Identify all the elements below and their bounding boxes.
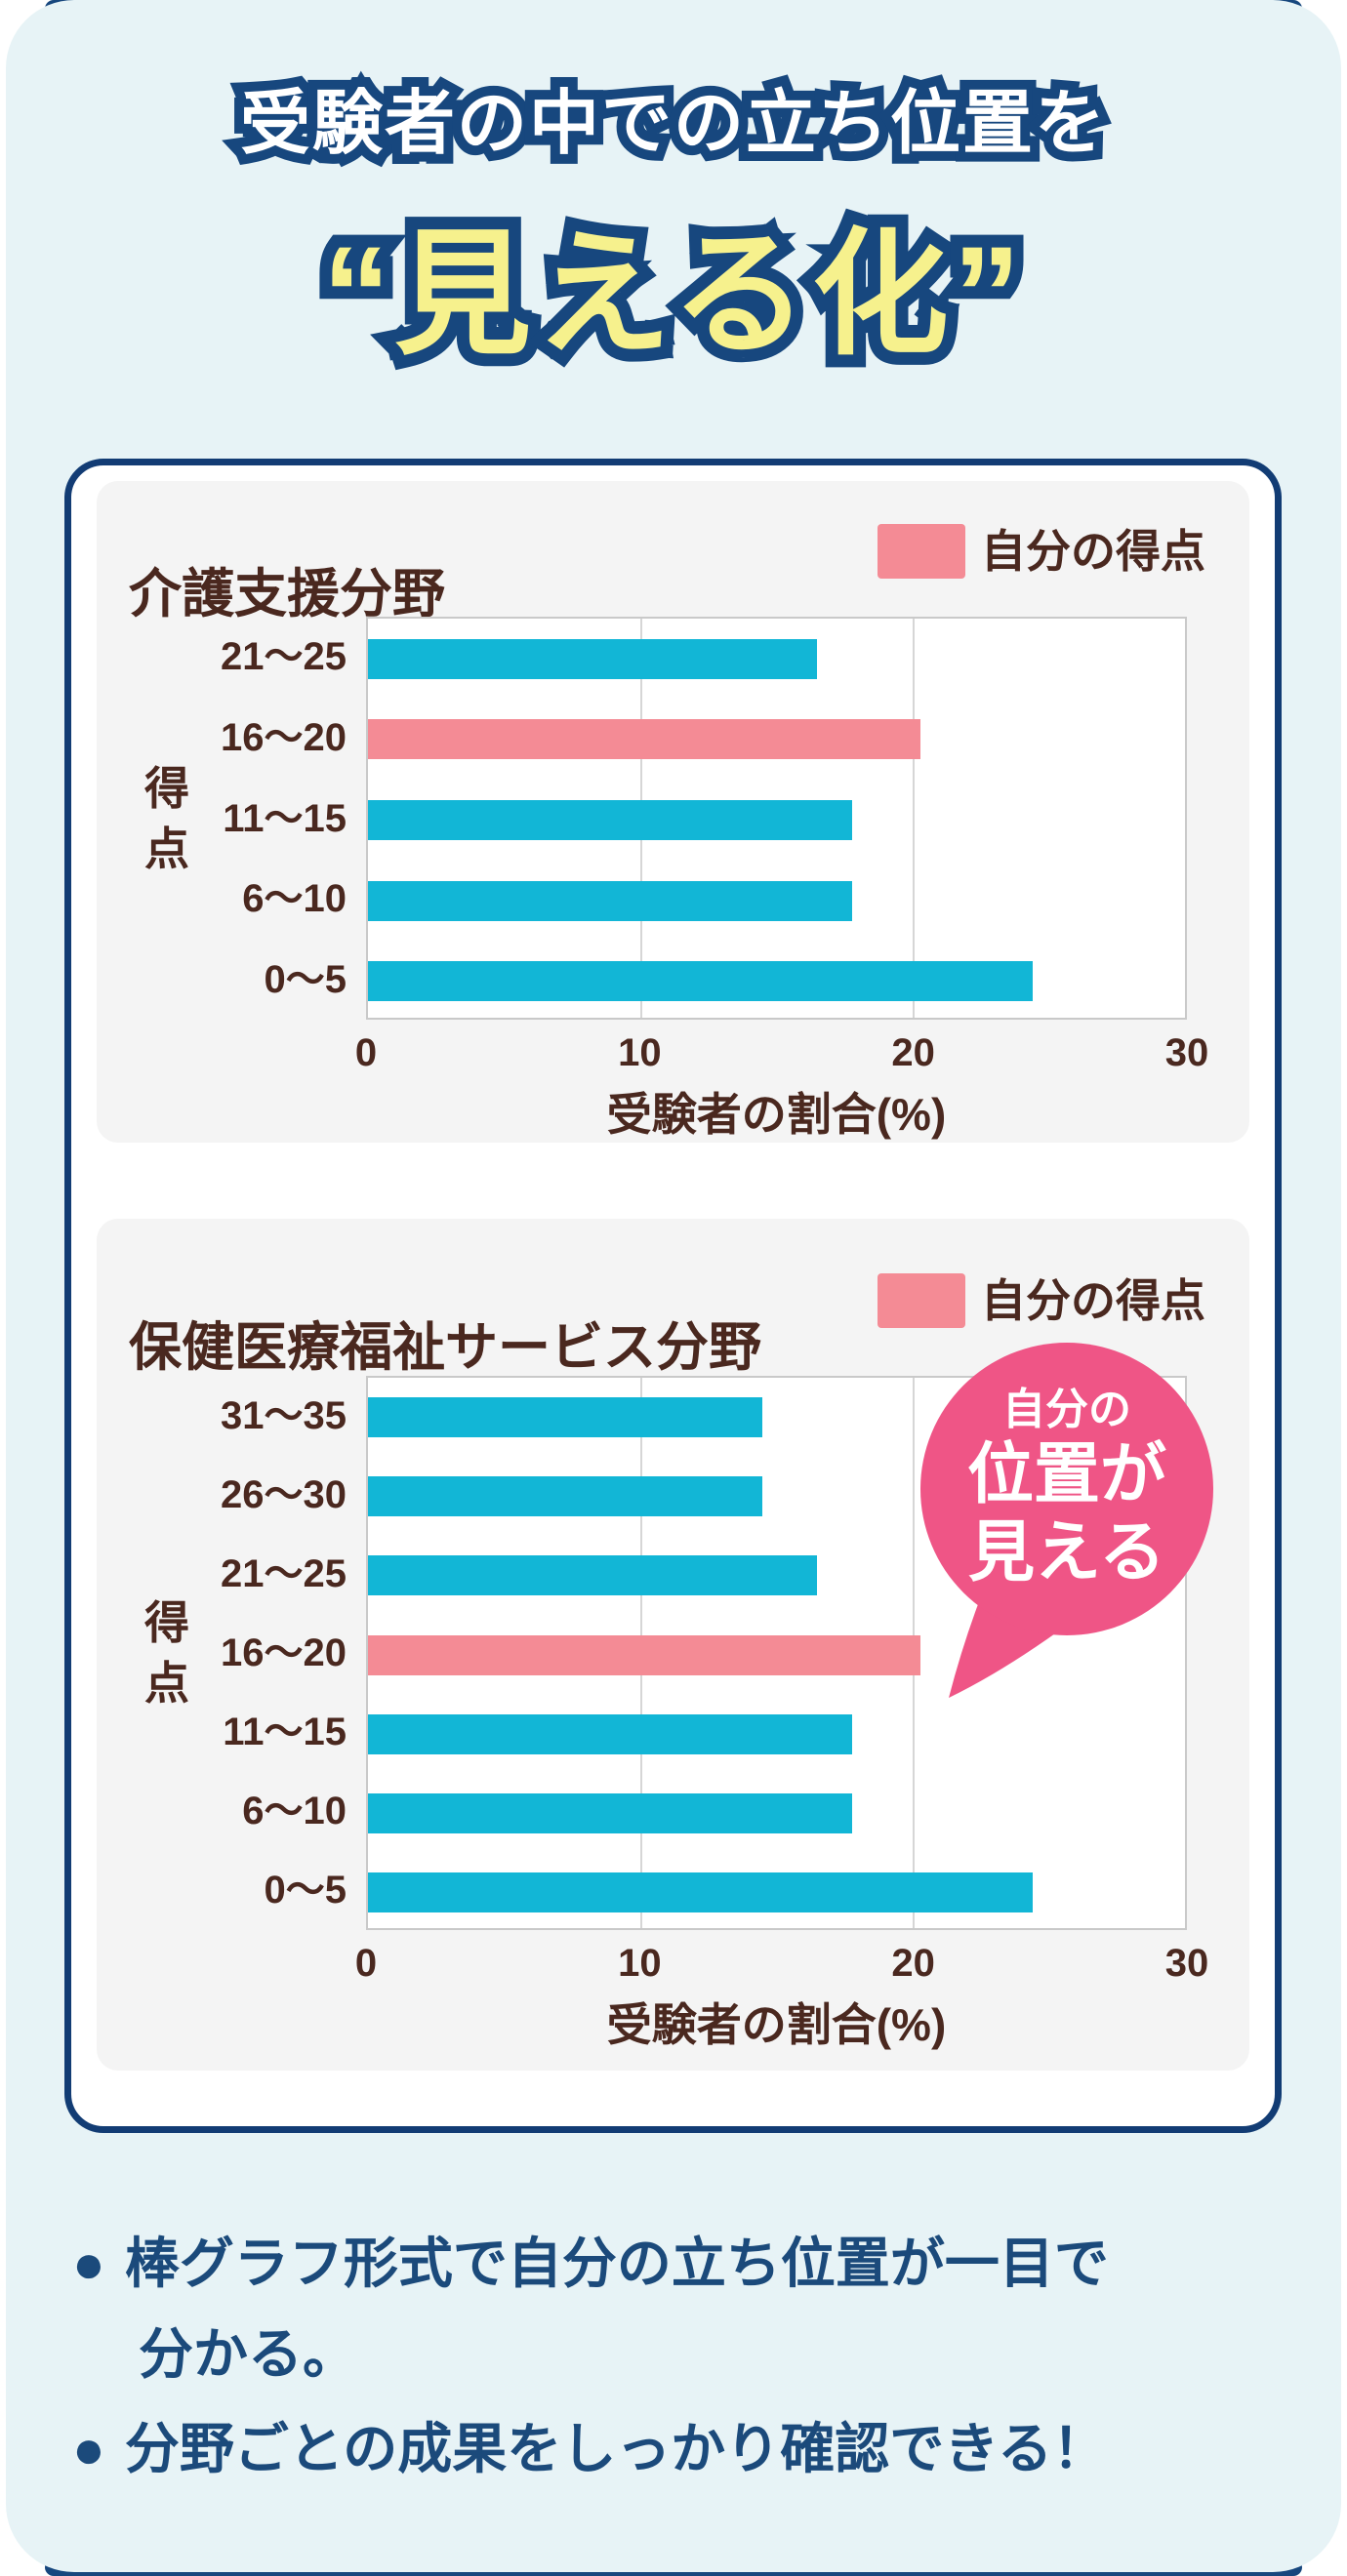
category-label: 0〜5 bbox=[264, 957, 347, 1001]
hero-subtitle-text: 受験者の中での立ち位置を bbox=[239, 85, 1107, 163]
y-axis-label-char: 点 bbox=[144, 1658, 189, 1710]
bullet-icon: ● bbox=[72, 2233, 105, 2294]
bar bbox=[368, 961, 1034, 1002]
hero-title: “見える化” “見える化” bbox=[0, 205, 1347, 383]
category-label: 31〜35 bbox=[221, 1393, 347, 1437]
category-label: 6〜10 bbox=[242, 877, 347, 921]
category-label: 16〜20 bbox=[221, 715, 347, 759]
x-tick-label: 0 bbox=[354, 1031, 378, 1074]
x-tick-label: 10 bbox=[618, 1031, 662, 1074]
legend-swatch bbox=[878, 1273, 965, 1328]
plot-area bbox=[366, 617, 1187, 1020]
category-label: 16〜20 bbox=[221, 1631, 347, 1674]
bar bbox=[368, 1476, 762, 1517]
bar bbox=[368, 638, 817, 679]
category-label: 6〜10 bbox=[242, 1790, 347, 1833]
category-label: 11〜15 bbox=[223, 1711, 347, 1754]
y-axis-label-char: 得 bbox=[144, 762, 189, 814]
y-axis-label-char: 得 bbox=[144, 1597, 189, 1648]
bar-own-score bbox=[368, 1634, 921, 1675]
chart-legend: 自分の得点 bbox=[878, 1273, 1205, 1328]
note-text: 分かる。 bbox=[139, 2323, 357, 2385]
bubble-text-line1: 自分の bbox=[1002, 1386, 1131, 1434]
bar bbox=[368, 1872, 1034, 1912]
chart-panel-care-support: 介護支援分野 自分の得点 得点 受験者の割合(%) 0 10 20 30 21〜25 16… bbox=[97, 481, 1249, 1143]
charts-card: 介護支援分野 自分の得点 得点 受験者の割合(%) 0 10 20 30 21〜25 16… bbox=[64, 459, 1282, 2133]
bubble-text-line2: 位置が bbox=[966, 1437, 1166, 1512]
category-label: 21〜25 bbox=[221, 635, 347, 679]
gridline bbox=[913, 619, 915, 1018]
y-axis-label-char: 点 bbox=[144, 823, 189, 874]
bullet-icon: ● bbox=[72, 2418, 105, 2479]
y-axis-label: 得点 bbox=[140, 1592, 194, 1713]
bar bbox=[368, 1555, 817, 1596]
bar bbox=[368, 1713, 853, 1754]
position-callout-bubble: 自分の 位置が 見える bbox=[920, 1343, 1213, 1635]
x-tick-label: 20 bbox=[891, 1942, 935, 1985]
x-axis-label: 受験者の割合(%) bbox=[606, 1089, 947, 1140]
note-line: ● 棒グラフ形式で自分の立ち位置が一目で bbox=[72, 2236, 1109, 2291]
hero-title-outline: “見える化” bbox=[309, 205, 1034, 383]
legend-swatch bbox=[878, 524, 965, 579]
note-line: 分かる。 bbox=[139, 2327, 357, 2382]
x-tick-label: 30 bbox=[1164, 1031, 1209, 1074]
category-label: 0〜5 bbox=[264, 1869, 347, 1912]
y-axis-label: 得点 bbox=[140, 758, 194, 879]
category-label: 21〜25 bbox=[221, 1551, 347, 1595]
category-label: 11〜15 bbox=[223, 796, 347, 840]
x-axis-label: 受験者の割合(%) bbox=[606, 1999, 947, 2050]
bar bbox=[368, 800, 853, 840]
legend-label: 自分の得点 bbox=[981, 526, 1205, 577]
bar bbox=[368, 880, 853, 921]
hero-title-text: “見える化” bbox=[322, 218, 1025, 371]
bubble-text-line3: 見える bbox=[968, 1515, 1165, 1590]
note-text: 分野ごとの成果をしっかり確認できる！ bbox=[124, 2418, 1108, 2479]
category-label: 26〜30 bbox=[221, 1472, 347, 1516]
note-text: 棒グラフ形式で自分の立ち位置が一目で bbox=[124, 2233, 1109, 2294]
chart-title: 介護支援分野 bbox=[129, 564, 445, 624]
hero-subtitle: 受験者の中での立ち位置を 受験者の中での立ち位置を bbox=[0, 75, 1347, 173]
x-tick-label: 10 bbox=[618, 1942, 662, 1985]
x-tick-label: 30 bbox=[1164, 1942, 1209, 1985]
bar bbox=[368, 1792, 853, 1833]
legend-label: 自分の得点 bbox=[981, 1275, 1205, 1326]
chart-title: 保健医療福祉サービス分野 bbox=[129, 1317, 761, 1377]
bar bbox=[368, 1397, 762, 1438]
chart-legend: 自分の得点 bbox=[878, 524, 1205, 579]
note-line: ● 分野ごとの成果をしっかり確認できる！ bbox=[72, 2422, 1107, 2476]
x-tick-label: 0 bbox=[354, 1942, 378, 1985]
x-tick-label: 20 bbox=[891, 1031, 935, 1074]
bar-own-score bbox=[368, 719, 921, 760]
hero-subtitle-outline: 受験者の中での立ち位置を bbox=[230, 75, 1115, 173]
